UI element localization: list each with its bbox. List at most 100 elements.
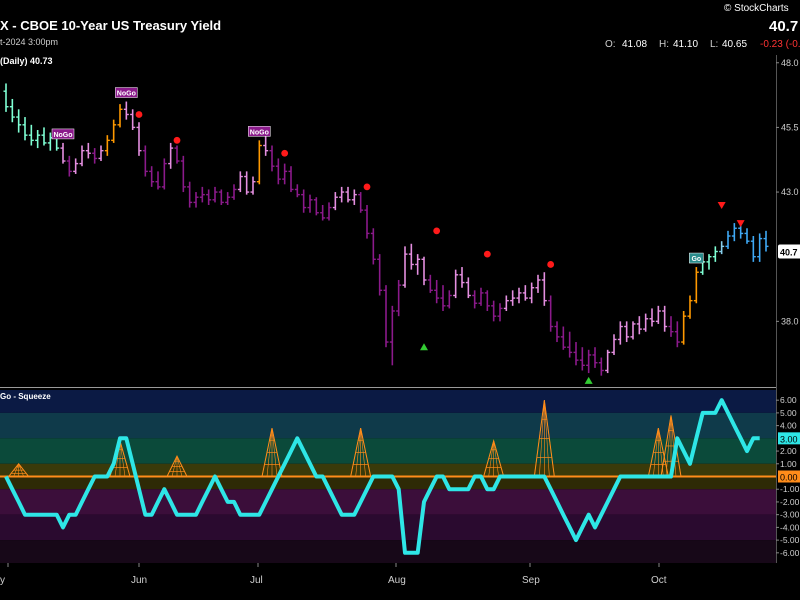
price-bar <box>472 290 478 309</box>
price-bar <box>250 176 256 195</box>
chart-date: t-2024 3:00pm <box>0 37 58 47</box>
price-current-label: 40.7 <box>780 248 798 258</box>
price-bar <box>256 140 262 185</box>
price-bar <box>484 290 490 312</box>
price-bar <box>92 148 98 164</box>
oscillator-tick-label: 4.00 <box>780 421 797 431</box>
price-bar <box>649 308 655 327</box>
brand-logo: © StockCharts <box>724 3 789 14</box>
squeeze-grid <box>166 455 188 477</box>
price-bar <box>123 101 129 120</box>
price-bar <box>275 158 281 185</box>
price-bar <box>624 321 630 343</box>
price-bar <box>98 145 104 162</box>
price-bar <box>383 285 389 348</box>
oscillator-current-label: 3.00 <box>780 434 798 444</box>
price-bar <box>757 233 763 262</box>
price-bar <box>459 267 465 288</box>
price-bar <box>244 171 250 195</box>
nogo-countertrend-marker <box>547 261 555 268</box>
squeeze-strut <box>660 415 672 477</box>
squeeze-grid <box>261 428 283 477</box>
price-bar <box>130 109 136 130</box>
price-bar <box>320 204 326 221</box>
price-bar <box>465 277 471 299</box>
squeeze-strut <box>13 463 19 477</box>
nogo-countertrend-marker <box>483 250 491 258</box>
price-bar <box>605 349 611 374</box>
nogo-countertrend-marker <box>281 149 289 157</box>
price-bar <box>389 305 395 366</box>
price-bar <box>377 254 383 296</box>
x-tick-label: Jul <box>250 575 263 586</box>
price-bar <box>269 145 275 172</box>
price-bar <box>554 321 560 343</box>
low-label: L: <box>710 39 718 50</box>
price-bar <box>396 279 402 317</box>
squeeze-strut <box>539 400 545 477</box>
oscillator-tick-label: -5.00 <box>780 535 800 545</box>
oscillator-tick-label: -2.00 <box>780 497 800 507</box>
price-bar <box>643 313 649 332</box>
x-tick-label: Jun <box>131 575 147 586</box>
x-tick-label: y <box>0 575 5 586</box>
squeeze-grid <box>483 439 505 477</box>
price-bar <box>351 189 357 205</box>
oscillator-zero-label: 0.00 <box>780 473 798 483</box>
price-bar <box>573 342 579 366</box>
price-bar <box>301 189 307 213</box>
price-bar <box>313 197 319 216</box>
squeeze-strut <box>261 428 273 477</box>
oscillator-panel <box>0 398 776 555</box>
price-bar <box>630 321 636 340</box>
price-bar <box>497 303 503 322</box>
trend-label-box <box>51 128 75 140</box>
oscillator-tick-label: -1.00 <box>780 484 800 494</box>
squeeze-strut <box>266 428 273 477</box>
price-bar <box>332 192 338 211</box>
price-bar <box>516 287 522 304</box>
price-bar <box>446 290 452 309</box>
price-bar <box>592 347 598 368</box>
go-countertrend-marker <box>736 220 745 228</box>
price-bar <box>503 295 509 312</box>
squeeze-strut <box>166 456 178 477</box>
price-bar <box>199 186 205 203</box>
change-value: -0.23 (-0. <box>760 39 800 50</box>
nogo-countertrend-marker <box>135 111 143 118</box>
price-bar <box>364 204 370 239</box>
price-bar <box>693 267 699 304</box>
squeeze-strut <box>18 463 29 477</box>
price-bar <box>529 282 535 304</box>
price-bar <box>415 254 421 275</box>
price-bar <box>617 321 623 345</box>
open-label: O: <box>605 39 616 50</box>
trend-label: NoGo <box>250 129 269 136</box>
squeeze-grid <box>660 415 682 477</box>
oscillator-band <box>0 476 776 490</box>
price-tick-label: 48.0 <box>781 58 799 68</box>
oscillator-tick-label: 2.00 <box>780 446 797 456</box>
price-bar <box>719 241 725 255</box>
price-bar <box>370 228 376 265</box>
price-bar <box>763 230 769 252</box>
squeeze-strut <box>544 400 555 477</box>
squeeze-strut <box>176 456 183 477</box>
price-bar <box>16 109 22 133</box>
price-bar <box>117 104 123 128</box>
price-bar <box>218 189 224 205</box>
price-bar <box>535 274 541 293</box>
price-bar <box>307 194 313 213</box>
oscillator-tick-label: 6.00 <box>780 395 797 405</box>
oscillator-line <box>4 398 760 555</box>
price-tick-label: 45.5 <box>781 122 799 132</box>
squeeze-strut <box>360 428 371 477</box>
squeeze-strut <box>653 428 659 477</box>
price-bar <box>149 166 155 187</box>
squeeze-strut <box>483 440 494 477</box>
last-price: 40.7 <box>769 18 798 35</box>
squeeze-strut <box>360 428 366 477</box>
price-bar <box>326 202 332 221</box>
squeeze-strut <box>493 440 499 477</box>
